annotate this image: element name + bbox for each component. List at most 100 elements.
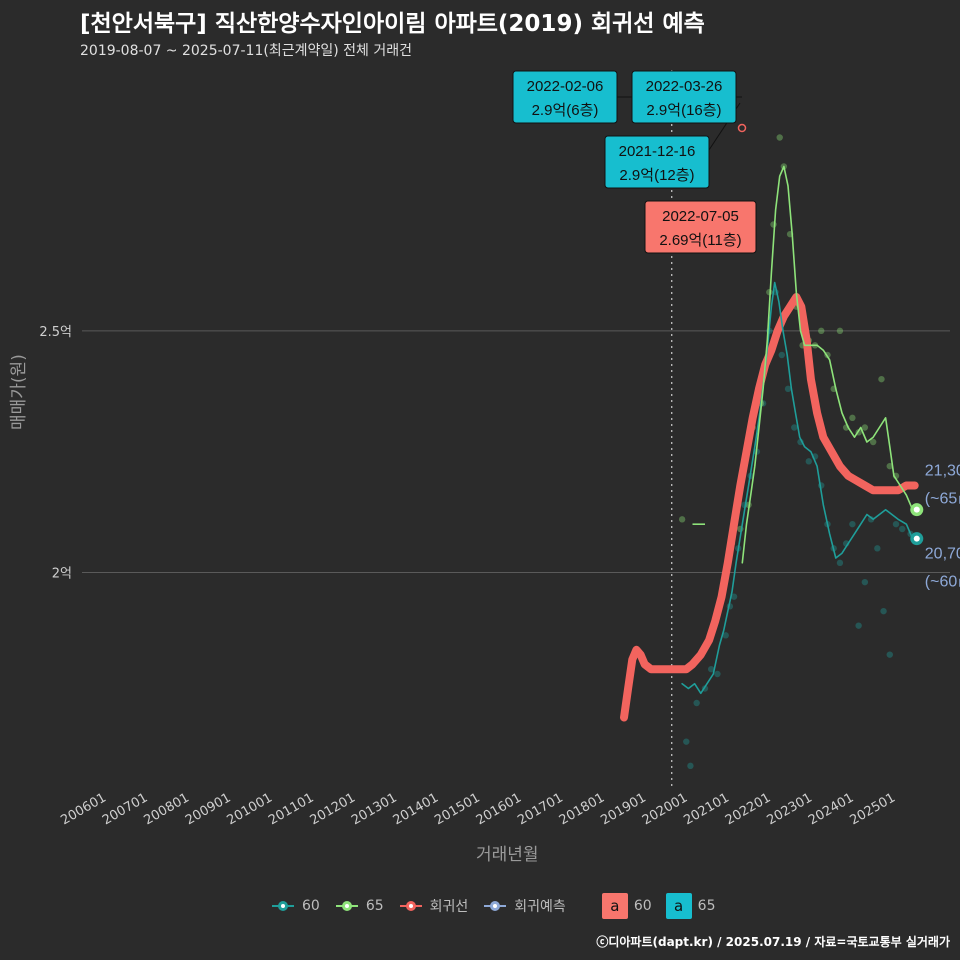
chart-title: [천안서북구] 직산한양수자인아이림 아파트(2019) 회귀선 예측 xyxy=(80,11,705,37)
legend-box-60: a 60 xyxy=(601,893,652,919)
scatter-point xyxy=(855,622,862,629)
scatter-point xyxy=(683,738,690,745)
x-tick-label: 202101 xyxy=(681,790,731,828)
scatter-point xyxy=(776,134,783,141)
scatter-point xyxy=(869,438,877,446)
callout-box xyxy=(644,200,757,254)
x-tick-label: 202201 xyxy=(723,790,773,828)
callout-date: 2022-07-05 xyxy=(662,208,739,225)
x-tick-label: 200701 xyxy=(100,790,150,828)
x-tick-label: 201801 xyxy=(557,790,607,828)
scatter-point xyxy=(714,670,721,678)
y-tick-labels: 2억 2.5억 xyxy=(39,325,72,582)
x-axis-label: 거래년월 xyxy=(476,845,539,865)
legend-box-letter: a xyxy=(601,893,628,919)
scatter-point xyxy=(892,520,900,528)
teal-line-dot-icon xyxy=(270,893,296,919)
x-tick-labels: 2006012007012008012009012010012011012012… xyxy=(58,790,898,828)
y-tick-label: 2.5억 xyxy=(39,325,72,340)
scatter-point xyxy=(878,375,885,383)
x-tick-label: 201401 xyxy=(391,790,441,828)
callout-price: 2.69억(11층) xyxy=(659,232,741,249)
green-line-dot-icon xyxy=(334,893,360,919)
end-markers xyxy=(910,503,924,546)
callout-box xyxy=(512,70,618,124)
chart-subtitle: 2019-08-07 ~ 2025-07-11(최근계약일) 전체 거래건 xyxy=(80,43,412,59)
legend-label: 60 xyxy=(633,898,652,914)
scatter-point xyxy=(707,665,715,673)
x-tick-label: 200601 xyxy=(58,790,108,828)
scatter-point xyxy=(886,651,893,658)
scatter-point xyxy=(880,607,887,615)
legend-item-forecast: 회귀예측 xyxy=(482,893,566,919)
callout-date: 2021-12-16 xyxy=(619,143,696,160)
x-tick-label: 201301 xyxy=(349,790,399,828)
series-line-65 xyxy=(741,165,914,564)
scatter-point xyxy=(886,462,893,470)
scatter-point xyxy=(849,414,856,422)
x-tick-label: 201101 xyxy=(266,790,316,828)
callout-marker xyxy=(737,123,747,133)
legend-label: 60 xyxy=(302,898,320,914)
scatter-point xyxy=(778,351,785,359)
scatter-point xyxy=(678,516,686,523)
scatter-point xyxy=(849,520,856,528)
end-label-area: (~60㎡) xyxy=(925,573,960,591)
legend-item-regression: 회귀선 xyxy=(398,893,469,919)
scatter-point xyxy=(722,632,729,639)
scatter-point xyxy=(836,559,844,567)
x-tick-label: 200901 xyxy=(183,790,233,828)
legend: 60 65 회귀선 회귀예측 a 60 a 65 xyxy=(270,893,729,919)
x-tick-label: 200801 xyxy=(141,790,191,828)
legend-label: 65 xyxy=(365,898,384,914)
scatter-point xyxy=(867,516,875,523)
scatter-point xyxy=(687,762,694,770)
x-tick-label: 201501 xyxy=(432,790,482,828)
x-tick-label: 201701 xyxy=(515,790,565,828)
y-tick-label: 2억 xyxy=(52,567,72,582)
scatter-point xyxy=(805,458,812,465)
grid-lines xyxy=(82,330,950,573)
callout-date: 2022-02-06 xyxy=(527,78,604,95)
x-tick-label: 201201 xyxy=(308,790,358,828)
legend-label: 회귀예측 xyxy=(514,899,566,915)
footer-credit: ⓒ디아파트(dapt.kr) / 2025.07.19 / 자료=국토교통부 실… xyxy=(596,935,950,949)
scatter-point xyxy=(861,578,869,586)
end-point-marker-center xyxy=(913,506,920,513)
blue-line-dot-icon xyxy=(482,893,508,919)
scatter-point xyxy=(693,699,700,707)
callout-price: 2.9억(6층) xyxy=(532,102,599,119)
scatter-point xyxy=(861,424,869,431)
scatter-point xyxy=(791,424,798,431)
legend-label: 65 xyxy=(697,898,716,914)
callout-date: 2022-03-26 xyxy=(646,78,723,95)
x-tick-label: 202401 xyxy=(806,790,856,828)
callout-price: 2.9억(16층) xyxy=(646,102,721,119)
scatter-point xyxy=(836,327,844,335)
legend-label: 회귀선 xyxy=(429,899,469,915)
scatter-point xyxy=(784,385,792,393)
callout-price: 2.9억(12층) xyxy=(619,167,694,184)
x-tick-label: 201001 xyxy=(225,790,275,828)
x-tick-label: 201901 xyxy=(598,790,648,828)
end-point-marker-center xyxy=(913,535,920,542)
legend-item-60: 60 xyxy=(270,893,320,919)
x-tick-label: 201601 xyxy=(474,790,524,828)
callout-box xyxy=(631,70,737,124)
scatter-point xyxy=(899,525,906,533)
series-lines xyxy=(620,165,919,722)
x-tick-label: 202501 xyxy=(848,790,898,828)
scatter-point xyxy=(874,545,881,552)
scatter-point xyxy=(770,221,777,228)
end-labels: 21,300 (~65㎡) 20,700 (~60㎡) xyxy=(925,463,960,591)
x-tick-label: 202001 xyxy=(640,790,690,828)
y-axis-label: 매매가(원) xyxy=(9,354,29,430)
scatter-point xyxy=(818,327,825,335)
end-label-area: (~65㎡) xyxy=(925,490,960,508)
callout-box xyxy=(604,135,710,189)
red-line-dot-icon xyxy=(398,893,424,919)
series-line-60 xyxy=(681,281,914,695)
scatter-point xyxy=(730,593,738,600)
callout-labels: 2022-02-06 2.9억(6층) 2022-03-26 2.9억(16층) 202… xyxy=(512,70,757,254)
